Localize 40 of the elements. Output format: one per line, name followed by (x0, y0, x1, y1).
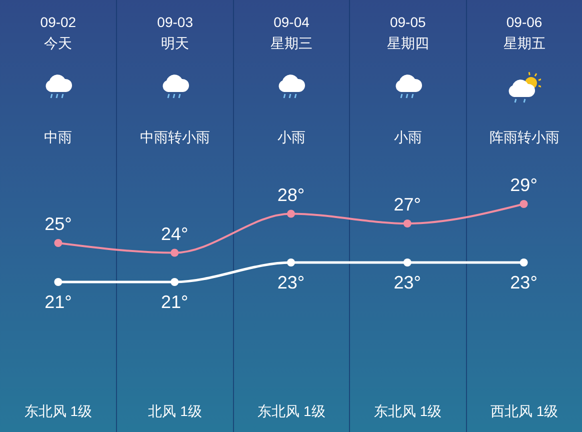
data-label: 21° (44, 292, 72, 312)
point (520, 200, 528, 208)
point (170, 248, 179, 257)
text: 西北风 1级 (490, 403, 558, 419)
point (54, 278, 62, 286)
point (287, 258, 295, 266)
data-label: 23° (394, 272, 422, 292)
text: 东北风 1级 (374, 403, 442, 419)
text: 东北风 1级 (258, 403, 326, 419)
text: 阵雨转小雨 (489, 129, 560, 145)
text: 中雨转小雨 (140, 129, 210, 145)
data-label: 21° (160, 292, 188, 312)
point (287, 210, 295, 218)
text: 小雨 (277, 129, 306, 145)
x-tick-label: 09-04 (274, 14, 310, 30)
point (403, 220, 412, 228)
point (170, 278, 179, 286)
text: 星期四 (386, 35, 429, 51)
x-tick-label: 09-05 (390, 14, 426, 30)
text: 今天 (44, 35, 72, 51)
data-label: 23° (277, 272, 305, 292)
point (54, 239, 62, 247)
data-label: 23° (510, 272, 538, 292)
text: 明天 (161, 35, 190, 51)
point (520, 258, 528, 266)
text: 星期五 (503, 35, 546, 51)
text: 东北风 1级 (24, 403, 92, 419)
x-tick-label: 09-03 (157, 14, 193, 30)
data-label: 27° (394, 194, 422, 214)
data-label: 25° (44, 214, 72, 234)
data-label: 24° (160, 224, 188, 244)
x-tick-label: 09-02 (40, 14, 76, 30)
x-tick-label: 09-06 (506, 14, 542, 30)
point (403, 258, 412, 266)
text: 小雨 (394, 129, 422, 145)
data-label: 29° (510, 175, 538, 195)
data-label: 28° (277, 184, 305, 205)
text: 星期三 (270, 35, 312, 51)
text: 北风 1级 (148, 403, 202, 419)
text: 中雨 (44, 129, 72, 145)
